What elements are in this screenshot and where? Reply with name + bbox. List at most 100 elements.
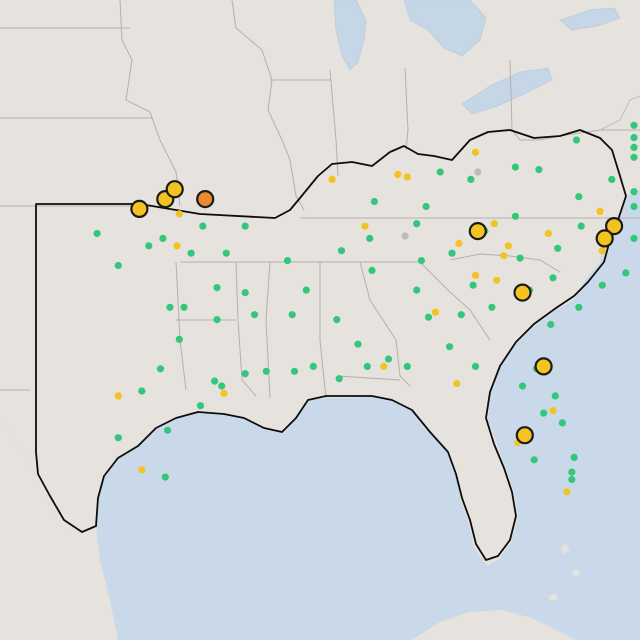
- green-marker[interactable]: [333, 316, 341, 324]
- yellow-marker[interactable]: [173, 242, 181, 250]
- green-marker[interactable]: [575, 193, 583, 201]
- large-yellow-marker[interactable]: [604, 217, 624, 236]
- green-marker[interactable]: [368, 266, 376, 274]
- green-marker[interactable]: [363, 362, 371, 370]
- green-marker[interactable]: [138, 387, 146, 395]
- yellow-marker[interactable]: [493, 276, 501, 284]
- green-marker[interactable]: [145, 242, 153, 250]
- green-marker[interactable]: [570, 453, 578, 461]
- green-marker[interactable]: [213, 284, 221, 292]
- green-marker[interactable]: [114, 434, 122, 442]
- green-marker[interactable]: [262, 367, 270, 375]
- green-marker[interactable]: [446, 343, 454, 351]
- green-marker[interactable]: [511, 212, 519, 220]
- green-marker[interactable]: [290, 367, 299, 375]
- green-marker[interactable]: [630, 202, 638, 211]
- green-marker[interactable]: [309, 362, 317, 370]
- green-marker[interactable]: [370, 197, 378, 206]
- yellow-marker[interactable]: [455, 239, 463, 247]
- green-marker[interactable]: [283, 257, 292, 265]
- yellow-marker[interactable]: [394, 170, 402, 179]
- green-marker[interactable]: [457, 311, 465, 319]
- green-marker[interactable]: [159, 234, 167, 242]
- large-yellow-marker[interactable]: [513, 283, 532, 302]
- green-marker[interactable]: [549, 274, 557, 282]
- green-marker[interactable]: [554, 244, 562, 252]
- green-marker[interactable]: [93, 229, 101, 238]
- yellow-marker[interactable]: [453, 380, 461, 388]
- green-marker[interactable]: [448, 249, 456, 257]
- green-marker[interactable]: [516, 254, 524, 262]
- green-marker[interactable]: [622, 269, 630, 277]
- green-marker[interactable]: [535, 166, 543, 174]
- green-marker[interactable]: [384, 355, 393, 363]
- green-marker[interactable]: [211, 377, 219, 385]
- green-marker[interactable]: [180, 303, 188, 311]
- green-marker[interactable]: [422, 202, 430, 211]
- green-marker[interactable]: [302, 286, 310, 294]
- green-marker[interactable]: [551, 392, 559, 400]
- yellow-marker[interactable]: [549, 407, 557, 415]
- yellow-marker[interactable]: [114, 392, 122, 400]
- green-marker[interactable]: [511, 163, 519, 171]
- green-marker[interactable]: [630, 188, 638, 196]
- yellow-marker[interactable]: [596, 207, 604, 215]
- green-marker[interactable]: [598, 281, 606, 289]
- green-marker[interactable]: [424, 313, 433, 321]
- yellow-marker[interactable]: [471, 148, 480, 156]
- green-marker[interactable]: [354, 340, 362, 348]
- green-marker[interactable]: [547, 320, 555, 329]
- green-marker[interactable]: [518, 382, 527, 390]
- green-marker[interactable]: [213, 316, 221, 324]
- green-marker[interactable]: [469, 281, 477, 289]
- large-yellow-marker[interactable]: [130, 199, 149, 218]
- yellow-marker[interactable]: [500, 252, 508, 260]
- green-marker[interactable]: [467, 175, 475, 183]
- green-marker[interactable]: [175, 335, 183, 343]
- gray-marker[interactable]: [401, 232, 409, 240]
- green-marker[interactable]: [436, 168, 444, 176]
- yellow-marker[interactable]: [431, 308, 440, 316]
- green-marker[interactable]: [187, 249, 195, 257]
- green-marker[interactable]: [630, 121, 638, 129]
- green-marker[interactable]: [575, 303, 583, 311]
- station-markers[interactable]: [93, 121, 638, 496]
- yellow-marker[interactable]: [471, 271, 480, 279]
- yellow-marker[interactable]: [563, 488, 571, 496]
- green-marker[interactable]: [630, 234, 638, 242]
- large-yellow-marker[interactable]: [515, 426, 534, 445]
- green-marker[interactable]: [540, 409, 548, 417]
- green-marker[interactable]: [530, 456, 538, 464]
- green-marker[interactable]: [222, 249, 230, 257]
- green-marker[interactable]: [630, 134, 638, 142]
- green-marker[interactable]: [568, 468, 576, 476]
- yellow-marker[interactable]: [490, 220, 498, 228]
- green-marker[interactable]: [403, 362, 411, 370]
- green-marker[interactable]: [114, 261, 122, 270]
- green-marker[interactable]: [156, 365, 165, 373]
- yellow-marker[interactable]: [380, 362, 388, 370]
- large-yellow-marker[interactable]: [468, 222, 487, 241]
- yellow-marker[interactable]: [598, 247, 606, 255]
- green-marker[interactable]: [558, 419, 567, 427]
- yellow-marker[interactable]: [361, 222, 369, 230]
- yellow-marker[interactable]: [175, 210, 183, 218]
- green-marker[interactable]: [166, 303, 174, 311]
- green-marker[interactable]: [568, 475, 576, 484]
- green-marker[interactable]: [164, 426, 172, 434]
- green-marker[interactable]: [161, 473, 169, 481]
- yellow-marker[interactable]: [220, 389, 228, 397]
- green-marker[interactable]: [337, 247, 346, 255]
- yellow-marker[interactable]: [504, 242, 512, 250]
- green-marker[interactable]: [608, 175, 616, 183]
- large-yellow-marker[interactable]: [595, 229, 614, 248]
- green-marker[interactable]: [417, 257, 425, 265]
- green-marker[interactable]: [196, 402, 205, 410]
- yellow-marker[interactable]: [403, 173, 411, 181]
- yellow-marker[interactable]: [138, 466, 146, 474]
- green-marker[interactable]: [366, 234, 374, 242]
- large-yellow-marker[interactable]: [534, 357, 553, 376]
- gray-marker[interactable]: [474, 168, 482, 176]
- yellow-marker[interactable]: [544, 229, 552, 238]
